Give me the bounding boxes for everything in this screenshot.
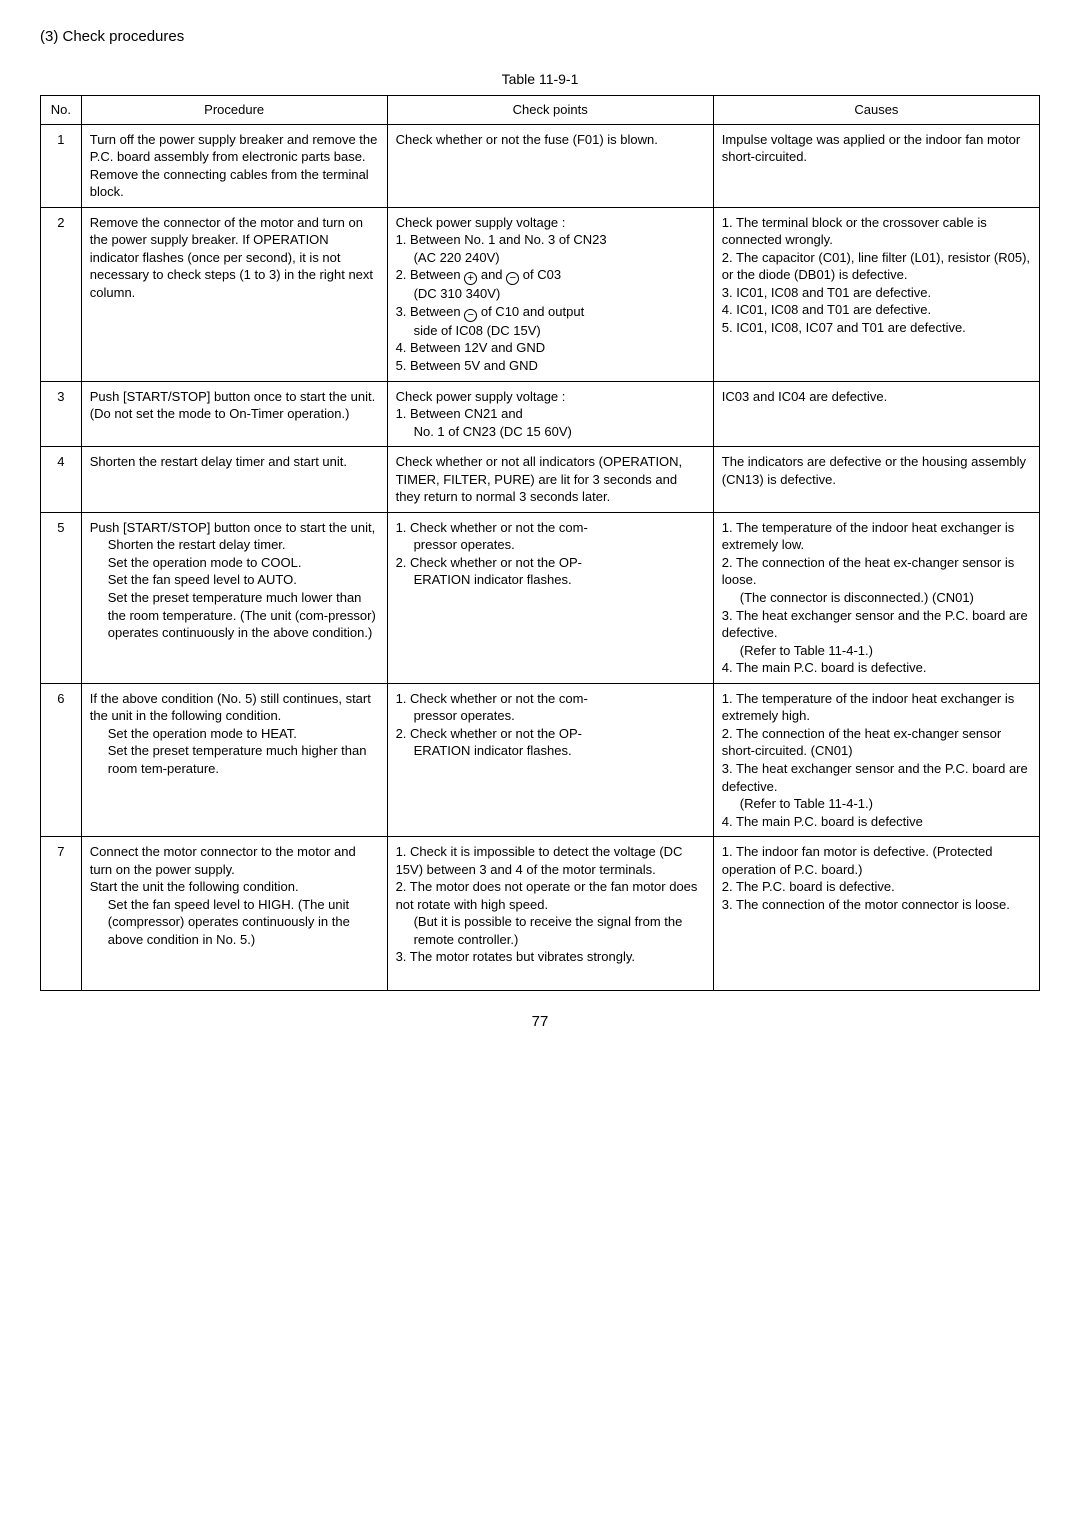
cell-check: Check whether or not all indicators (OPE… bbox=[387, 447, 713, 513]
cell-procedure: Push [START/STOP] button once to start t… bbox=[81, 512, 387, 683]
line: 3. IC01, IC08 and T01 are defective. bbox=[722, 285, 931, 300]
line: Set the fan speed level to HIGH. (The un… bbox=[90, 896, 379, 949]
header-check: Check points bbox=[387, 96, 713, 125]
line: No. 1 of CN23 (DC 15 60V) bbox=[396, 423, 705, 441]
line: ERATION indicator flashes. bbox=[396, 571, 705, 589]
cell-no: 7 bbox=[41, 837, 82, 990]
cell-no: 4 bbox=[41, 447, 82, 513]
line: (Refer to Table 11-4-1.) bbox=[722, 642, 1031, 660]
cell-procedure: Turn off the power supply breaker and re… bbox=[81, 124, 387, 207]
line: (DC 310 340V) bbox=[396, 285, 705, 303]
minus-icon: − bbox=[464, 309, 477, 322]
line: (Refer to Table 11-4-1.) bbox=[722, 795, 1031, 813]
line: Set the preset temperature much lower th… bbox=[90, 589, 379, 642]
line: Check power supply voltage : bbox=[396, 215, 566, 230]
cell-procedure: Remove the connector of the motor and tu… bbox=[81, 207, 387, 381]
cell-procedure: Connect the motor connector to the motor… bbox=[81, 837, 387, 990]
cell-procedure: Push [START/STOP] button once to start t… bbox=[81, 381, 387, 447]
cell-no: 6 bbox=[41, 683, 82, 836]
line: 4. The main P.C. board is defective bbox=[722, 814, 923, 829]
cell-no: 1 bbox=[41, 124, 82, 207]
cell-causes: 1. The temperature of the indoor heat ex… bbox=[713, 683, 1039, 836]
table-header-row: No. Procedure Check points Causes bbox=[41, 96, 1040, 125]
line: 2. The P.C. board is defective. bbox=[722, 879, 895, 894]
line: 1. Check it is impossible to detect the … bbox=[396, 844, 683, 877]
cell-check: Check whether or not the fuse (F01) is b… bbox=[387, 124, 713, 207]
plus-icon: + bbox=[464, 272, 477, 285]
section-title: (3) Check procedures bbox=[40, 28, 1040, 45]
line: Set the fan speed level to AUTO. bbox=[90, 571, 379, 589]
cell-causes: 1. The terminal block or the crossover c… bbox=[713, 207, 1039, 381]
line: (But it is possible to receive the signa… bbox=[396, 913, 705, 948]
line: Shorten the restart delay timer. bbox=[90, 536, 379, 554]
table-row: 5 Push [START/STOP] button once to start… bbox=[41, 512, 1040, 683]
header-causes: Causes bbox=[713, 96, 1039, 125]
cell-no: 2 bbox=[41, 207, 82, 381]
cell-no: 5 bbox=[41, 512, 82, 683]
line: 4. Between 12V and GND bbox=[396, 340, 546, 355]
line: (AC 220 240V) bbox=[396, 249, 705, 267]
line: Set the operation mode to COOL. bbox=[90, 554, 379, 572]
table-row: 3 Push [START/STOP] button once to start… bbox=[41, 381, 1040, 447]
page-number: 77 bbox=[40, 1013, 1040, 1030]
line: 5. Between 5V and GND bbox=[396, 358, 538, 373]
table-row: 4 Shorten the restart delay timer and st… bbox=[41, 447, 1040, 513]
line: 4. IC01, IC08 and T01 are defective. bbox=[722, 302, 931, 317]
cell-check: 1. Check whether or not the com- pressor… bbox=[387, 683, 713, 836]
table-row: 7 Connect the motor connector to the mot… bbox=[41, 837, 1040, 990]
cell-check: Check power supply voltage : 1. Between … bbox=[387, 381, 713, 447]
cell-causes: The indicators are defective or the hous… bbox=[713, 447, 1039, 513]
line: 4. The main P.C. board is defective. bbox=[722, 660, 927, 675]
cell-check: 1. Check whether or not the com- pressor… bbox=[387, 512, 713, 683]
table-row: 6 If the above condition (No. 5) still c… bbox=[41, 683, 1040, 836]
minus-icon: − bbox=[506, 272, 519, 285]
line: 1. The terminal block or the crossover c… bbox=[722, 215, 987, 248]
line: 1. The indoor fan motor is defective. (P… bbox=[722, 844, 993, 877]
table-row: 2 Remove the connector of the motor and … bbox=[41, 207, 1040, 381]
cell-procedure: Shorten the restart delay timer and star… bbox=[81, 447, 387, 513]
line: 3. The motor rotates but vibrates strong… bbox=[396, 949, 635, 964]
line: pressor operates. bbox=[396, 536, 705, 554]
line: 1. The temperature of the indoor heat ex… bbox=[722, 691, 1014, 724]
line: (The connector is disconnected.) (CN01) bbox=[722, 589, 1031, 607]
cell-check: 1. Check it is impossible to detect the … bbox=[387, 837, 713, 990]
line: 1. The temperature of the indoor heat ex… bbox=[722, 520, 1014, 553]
cell-causes: 1. The temperature of the indoor heat ex… bbox=[713, 512, 1039, 683]
line: ERATION indicator flashes. bbox=[396, 742, 705, 760]
header-procedure: Procedure bbox=[81, 96, 387, 125]
cell-causes: 1. The indoor fan motor is defective. (P… bbox=[713, 837, 1039, 990]
line: 3. The connection of the motor connector… bbox=[722, 897, 1010, 912]
header-no: No. bbox=[41, 96, 82, 125]
cell-procedure: If the above condition (No. 5) still con… bbox=[81, 683, 387, 836]
line: 2. The connection of the heat ex-changer… bbox=[722, 726, 1001, 759]
table-caption: Table 11-9-1 bbox=[40, 71, 1040, 87]
line: Check power supply voltage : bbox=[396, 389, 566, 404]
line: Set the operation mode to HEAT. bbox=[90, 725, 379, 743]
line: 2. The capacitor (C01), line filter (L01… bbox=[722, 250, 1030, 283]
line: side of IC08 (DC 15V) bbox=[396, 322, 705, 340]
line: 5. IC01, IC08, IC07 and T01 are defectiv… bbox=[722, 320, 966, 335]
line: pressor operates. bbox=[396, 707, 705, 725]
cell-no: 3 bbox=[41, 381, 82, 447]
table-row: 1 Turn off the power supply breaker and … bbox=[41, 124, 1040, 207]
line: Set the preset temperature much higher t… bbox=[90, 742, 379, 777]
cell-causes: Impulse voltage was applied or the indoo… bbox=[713, 124, 1039, 207]
cell-check: Check power supply voltage : 1. Between … bbox=[387, 207, 713, 381]
cell-causes: IC03 and IC04 are defective. bbox=[713, 381, 1039, 447]
check-procedure-table: No. Procedure Check points Causes 1 Turn… bbox=[40, 95, 1040, 991]
